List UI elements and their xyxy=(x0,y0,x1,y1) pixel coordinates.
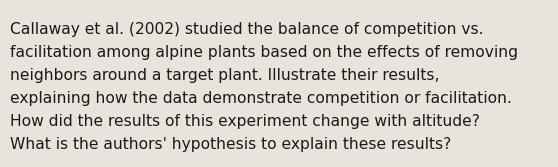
Text: What is the authors' hypothesis to explain these results?: What is the authors' hypothesis to expla… xyxy=(10,137,451,152)
Text: facilitation among alpine plants based on the effects of removing: facilitation among alpine plants based o… xyxy=(10,45,518,60)
Text: How did the results of this experiment change with altitude?: How did the results of this experiment c… xyxy=(10,114,480,129)
Text: neighbors around a target plant. Illustrate their results,: neighbors around a target plant. Illustr… xyxy=(10,68,440,83)
Text: Callaway et al. (2002) studied the balance of competition vs.: Callaway et al. (2002) studied the balan… xyxy=(10,22,483,37)
Text: explaining how the data demonstrate competition or facilitation.: explaining how the data demonstrate comp… xyxy=(10,91,512,106)
